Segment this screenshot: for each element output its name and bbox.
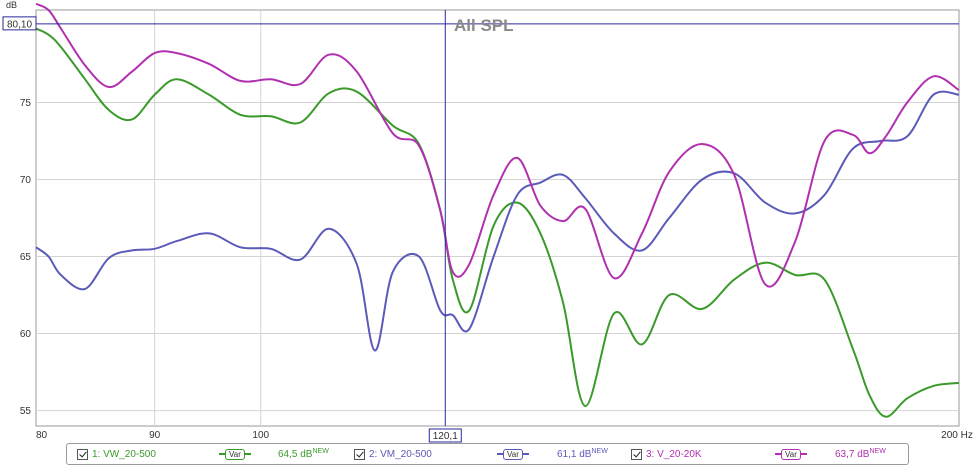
grid-lines — [36, 10, 959, 426]
x-tick-label: 100 — [252, 430, 269, 441]
legend-label-2: 2: VM_20-500 — [369, 448, 432, 460]
var-control-1[interactable]: Var — [219, 448, 251, 460]
legend-entry-2[interactable]: 2: VM_20-500 — [354, 444, 432, 464]
y-tick-label: 75 — [20, 98, 32, 109]
y-tick-label: 55 — [20, 406, 32, 417]
spl-chart[interactable]: 55 60 65 70 75 80 90 100 200 Hz 80,10 120,1 dB A… — [0, 0, 975, 443]
legend-value-3: 63,7 dBNEW — [835, 448, 886, 460]
checkbox-icon[interactable] — [631, 448, 642, 460]
legend: 1: VW_20-500 Var 64,5 dBNEW 2: VM_20-500… — [66, 443, 909, 465]
legend-label-1: 1: VW_20-500 — [92, 448, 156, 460]
y-tick-label: 65 — [20, 252, 32, 263]
var-control-3[interactable]: Var — [775, 448, 807, 460]
cursor-y-label: 80,10 — [7, 19, 32, 30]
series-line-2 — [35, 90, 960, 352]
cursor-y-box — [2, 16, 37, 31]
y-axis-label: dB — [6, 0, 17, 10]
legend-value-2: 61,1 dBNEW — [557, 448, 608, 460]
chart-title: All SPL — [454, 16, 514, 35]
var-control-2[interactable]: Var — [497, 448, 529, 460]
y-tick-labels: 55 60 65 70 75 — [20, 98, 32, 417]
legend-entry-1[interactable]: 1: VW_20-500 — [77, 444, 156, 464]
y-tick-label: 70 — [20, 175, 32, 186]
series-line-1 — [35, 27, 960, 418]
series-line-3 — [35, 2, 960, 288]
y-tick-label: 60 — [20, 329, 32, 340]
legend-entry-3[interactable]: 3: V_20-20K — [631, 444, 702, 464]
x-tick-labels: 80 90 100 200 Hz — [36, 430, 973, 441]
x-tick-label: 90 — [149, 430, 161, 441]
var-button-1[interactable]: Var — [225, 448, 245, 460]
legend-value-1: 64,5 dBNEW — [278, 448, 329, 460]
x-tick-label: 80 — [36, 430, 48, 441]
var-button-2[interactable]: Var — [503, 448, 523, 460]
legend-label-3: 3: V_20-20K — [646, 448, 702, 460]
cursor[interactable]: 80,10 120,1 — [2, 10, 959, 443]
var-button-3[interactable]: Var — [781, 448, 801, 460]
x-tick-label: 200 Hz — [941, 430, 973, 441]
checkbox-icon[interactable] — [354, 448, 365, 460]
cursor-x-box — [428, 428, 462, 443]
checkbox-icon[interactable] — [77, 448, 88, 460]
cursor-x-label: 120,1 — [433, 431, 458, 442]
series-lines — [35, 2, 960, 418]
